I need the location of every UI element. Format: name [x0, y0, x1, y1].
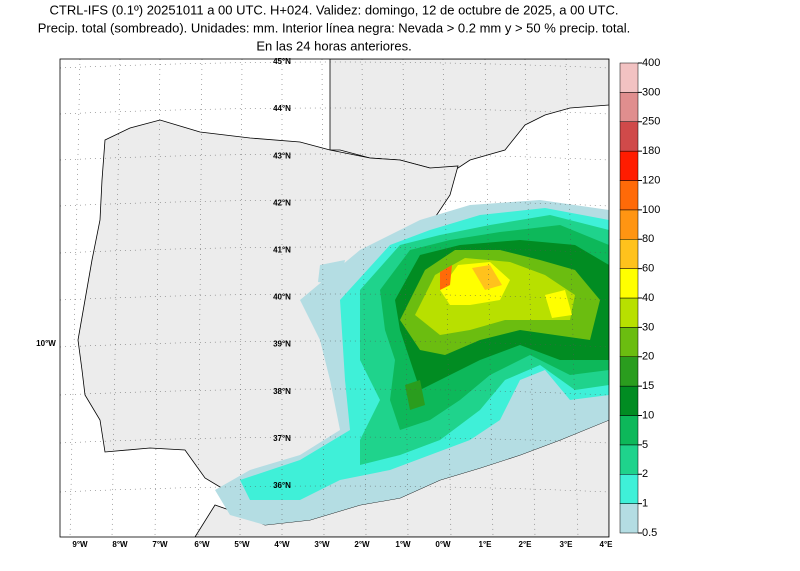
- colorbar-label: 120: [642, 174, 660, 186]
- colorbar-label: 1: [642, 498, 648, 510]
- land-france: [329, 59, 609, 171]
- precip-area: [405, 380, 425, 410]
- title: CTRL-IFS (0.1º) 20251011 a 00 UTC. H+024…: [50, 2, 619, 17]
- colorbar-label: 5: [642, 439, 648, 451]
- lat-label: 45°N: [273, 57, 291, 66]
- lat-label: 42°N: [273, 198, 291, 207]
- lon-label: 9°W: [72, 540, 88, 549]
- lat-label: 43°N: [273, 151, 291, 160]
- colorbar-label: 100: [642, 204, 660, 216]
- colorbar-label: 300: [642, 86, 660, 98]
- colorbar-label: 180: [642, 145, 660, 157]
- lon-label: 3°E: [560, 540, 574, 549]
- colorbar-bin: [619, 268, 639, 299]
- colorbar-bin: [619, 150, 639, 181]
- colorbar-label: 15: [642, 380, 654, 392]
- colorbar-bin: [619, 474, 639, 504]
- colorbar: 0.5 1 2 5 10 15 20 30 40 60 80 100 120 180 250 300 400: [619, 57, 660, 539]
- lat-label: 39°N: [273, 340, 291, 349]
- colorbar-label: 80: [642, 233, 654, 245]
- colorbar-bin: [619, 385, 639, 416]
- colorbar-label: 30: [642, 321, 654, 333]
- colorbar-bin: [619, 327, 639, 357]
- colorbar-bin: [619, 121, 639, 152]
- colorbar-bin: [619, 209, 639, 240]
- lat-label: 38°N: [273, 387, 291, 396]
- colorbar-label: 400: [642, 57, 660, 69]
- lat-label: 44°N: [273, 104, 291, 113]
- precip-area: [472, 265, 502, 290]
- colorbar-bin: [619, 297, 639, 328]
- precip-area: [318, 260, 345, 285]
- precip-area: [440, 265, 452, 290]
- colorbar-bin: [619, 92, 639, 122]
- colorbar-label: 2: [642, 468, 648, 480]
- colorbar-label: 40: [642, 292, 654, 304]
- lon-label: 1°E: [479, 540, 493, 549]
- lon-label: 5°W: [234, 540, 250, 549]
- colorbar-bin: [619, 356, 639, 387]
- lon-label: 1°W: [395, 540, 411, 549]
- map: [60, 59, 609, 537]
- colorbar-label: 20: [642, 351, 654, 363]
- lon-label: 3°W: [314, 540, 330, 549]
- colorbar-bin: [619, 62, 639, 93]
- lon-label: 4°W: [274, 540, 290, 549]
- colorbar-label: 10: [642, 409, 654, 421]
- lon-label: 8°W: [112, 540, 128, 549]
- subtitle: Precip. total (sombreado). Unidades: mm.…: [38, 20, 631, 35]
- lon-label: 4°E: [600, 540, 614, 549]
- lat-label: 36°N: [273, 481, 291, 490]
- map-frame: [59, 58, 610, 538]
- colorbar-label: 0.5: [642, 527, 657, 539]
- subtitle: En las 24 horas anteriores.: [256, 38, 411, 53]
- colorbar-bin: [619, 503, 639, 534]
- precipitation: [215, 200, 609, 525]
- lat-label: 37°N: [273, 434, 291, 443]
- lon-label: 10°W: [36, 339, 56, 348]
- lon-label: 0°W: [435, 540, 451, 549]
- colorbar-bin: [619, 239, 639, 269]
- colorbar-label: 60: [642, 263, 654, 275]
- lon-label: 2°E: [519, 540, 533, 549]
- lon-label: 2°W: [354, 540, 370, 549]
- lon-label: 7°W: [152, 540, 168, 549]
- colorbar-bin: [619, 415, 639, 446]
- lat-label: 41°N: [273, 246, 291, 255]
- colorbar-bin: [619, 444, 639, 475]
- colorbar-bin: [619, 180, 639, 211]
- precip-area: [545, 290, 572, 318]
- lon-label: 6°W: [194, 540, 210, 549]
- lat-label: 40°N: [273, 293, 291, 302]
- colorbar-label: 250: [642, 116, 660, 128]
